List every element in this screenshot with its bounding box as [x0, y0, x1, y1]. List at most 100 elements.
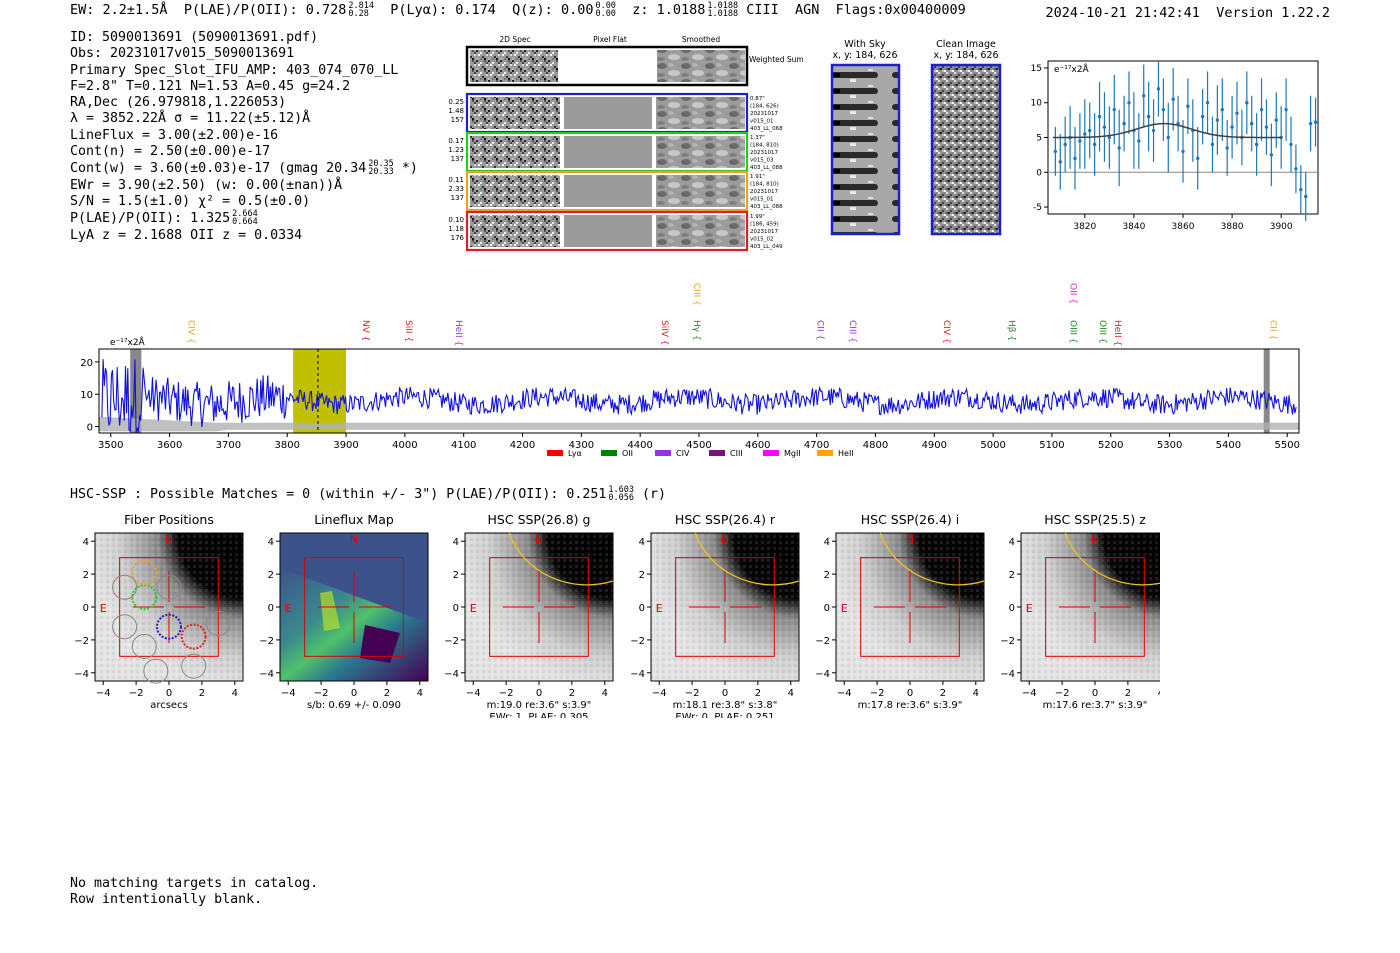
- plae-header-hi: 2.814: [348, 1, 374, 11]
- line-marker-label: CIV {: [185, 320, 195, 344]
- zoom-point: [1235, 111, 1239, 115]
- line-id: CIII: [746, 2, 779, 18]
- zoom-point: [1294, 167, 1298, 171]
- info-contw: Cont(w) = 3.60(±0.03)e-17 (gmag 20.34 20.…: [70, 160, 418, 177]
- spectrum-x-tick-label: 4500: [686, 440, 711, 451]
- line-marker: SiIV {: [659, 320, 669, 346]
- zoom-point: [1161, 107, 1166, 112]
- spec2d-col-header: 2D Spec: [499, 35, 530, 44]
- spec2d-row-left-label: 0.11: [448, 176, 464, 184]
- clean-image-coords: x, y: 184, 626: [933, 50, 998, 61]
- spec2d-row-smooth: [656, 175, 745, 207]
- cutout-panels: Fiber Positions N E −4 −2 0 2 4 4 2 0 −2 −4 arcsecs Li…: [74, 512, 1160, 718]
- legend-label: MgII: [784, 449, 801, 458]
- spectrum-x-tick-label: 4300: [569, 440, 594, 451]
- zoom-point: [1122, 121, 1126, 126]
- zoom-point: [1225, 146, 1229, 150]
- spec2d-row-flat: [564, 136, 652, 168]
- cutout-x-tick-label: 2: [1125, 688, 1131, 699]
- zoom-point: [1117, 146, 1121, 150]
- line-marker: CII {: [815, 320, 825, 340]
- error-band: [99, 416, 1299, 432]
- line-marker: OIII {: [1068, 320, 1078, 344]
- fiber-circle: [205, 610, 231, 636]
- cutout-y-tick-label: −4: [74, 669, 89, 680]
- spec2d-row-left-label: 0.17: [448, 137, 464, 145]
- line-markers: CIV { NV { SiII { HeII { SiIV { CIII { Hγ { CII…: [185, 283, 1277, 346]
- legend-swatch: [601, 450, 617, 456]
- east-label: E: [656, 602, 663, 615]
- spec2d-row-right-label: 403_LL_088: [750, 165, 783, 171]
- cutout-x-tick-label: 4: [788, 688, 794, 699]
- spectrum-y-tick-label: 20: [80, 358, 93, 369]
- zoom-ticks: 3820 3840 3860 3880 3900 15 10 5 0 -5: [1031, 64, 1293, 232]
- line-marker-label: OIII {: [1068, 320, 1078, 344]
- zoom-point: [1269, 153, 1274, 157]
- line-marker-label: OII {: [1068, 283, 1078, 304]
- qz-lo: 0.00: [595, 9, 616, 19]
- line-marker: NV {: [360, 320, 370, 341]
- line-marker: OIII {: [1097, 320, 1107, 344]
- spec2d-panel: 2D Spec Pixel Flat Smoothed Weighted Sum…: [448, 35, 804, 252]
- plya-value: P(Lyα): 0.174: [390, 2, 496, 18]
- spec2d-row-left-label: 0.10: [448, 216, 464, 224]
- zoom-fit-curve: [1052, 122, 1282, 139]
- cutout-x-tick-label: −4: [837, 688, 852, 699]
- spec2d-row-spec: [470, 215, 560, 247]
- zoom-point: [1284, 107, 1288, 112]
- zoom-point: [1097, 114, 1102, 119]
- line-marker: Hγ {: [691, 320, 701, 341]
- z-value: z: 1.0188: [632, 2, 706, 18]
- contw-hi: 20.35: [368, 159, 394, 170]
- cutout-y-tick-label: 0: [824, 603, 830, 614]
- zoom-point: [1156, 87, 1161, 91]
- zoom-x-tick-label: 3900: [1270, 222, 1293, 232]
- cutout-y-tick-label: 4: [824, 537, 830, 548]
- cutout-noise: [836, 533, 984, 681]
- line-marker-label: HeII {: [453, 320, 463, 346]
- cutout-x-tick-label: −2: [685, 688, 700, 699]
- cutout-x-tick-label: 2: [569, 688, 575, 699]
- legend-label: HeII: [838, 449, 854, 458]
- spectrum-x-tick-label: 3800: [275, 440, 300, 451]
- line-marker-label: OIII {: [1097, 320, 1107, 344]
- legend-swatch: [709, 450, 725, 456]
- cutout-y-tick-label: −4: [444, 669, 459, 680]
- header-timestamp: 2024-10-21 21:42:41 Version 1.22.2: [1046, 5, 1331, 21]
- cutout-title: HSC SSP(26.4) r: [675, 512, 776, 527]
- cutout-x-tick-label: 2: [940, 688, 946, 699]
- north-label: N: [721, 533, 729, 546]
- lineflux-trough: [360, 625, 400, 663]
- spec2d-row-spec: [470, 175, 560, 207]
- cutout-y-tick-label: −2: [630, 636, 645, 647]
- spec2d-row-right-label: 1.99": [750, 214, 765, 220]
- z-lo: 1.0188: [707, 9, 739, 19]
- north-label: N: [535, 533, 543, 546]
- line-marker-label: SiIV {: [659, 320, 669, 346]
- spectrum-x-tick-label: 3500: [98, 440, 123, 451]
- cutout-y-tick-label: −2: [444, 636, 459, 647]
- fiber-circle: [143, 658, 169, 684]
- info-primary: Primary Spec_Slot_IFU_AMP: 403_074_070_L…: [70, 62, 399, 78]
- line-marker-label: CIV {: [941, 320, 951, 344]
- line-marker-label: SiII {: [403, 320, 413, 342]
- cutout-x-tick-label: −2: [870, 688, 885, 699]
- spectrum-y-tick-label: 10: [80, 390, 93, 401]
- cutout-x-tick-label: 4: [973, 688, 979, 699]
- cutout-x-tick-label: −4: [1022, 688, 1037, 699]
- spec2d-row-right-label: v015_03: [750, 158, 774, 164]
- cutout-noise: [95, 533, 243, 681]
- line-marker: SiII {: [403, 320, 413, 342]
- info-lya-z: LyA z = 2.1688 OII z = 0.0334: [70, 227, 303, 243]
- line-marker-label: CIII {: [691, 283, 701, 306]
- cutout-noise: [651, 533, 799, 681]
- fiber-circle: [112, 614, 138, 640]
- cutout-x-tick-label: 0: [166, 688, 172, 699]
- zoom-point: [1245, 101, 1249, 105]
- line-marker-label: CIII {: [847, 320, 857, 343]
- cutout-y-tick-label: −4: [630, 669, 645, 680]
- line-marker-label: HeII {: [1112, 320, 1122, 346]
- east-label: E: [841, 602, 848, 615]
- footer-line-2: Row intentionally blank.: [70, 891, 263, 907]
